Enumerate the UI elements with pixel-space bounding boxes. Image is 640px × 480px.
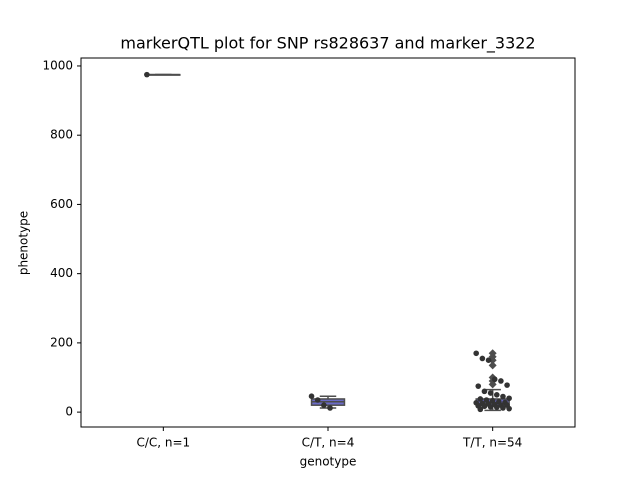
x-axis-label: genotype bbox=[300, 455, 357, 469]
point bbox=[493, 392, 500, 398]
point bbox=[498, 378, 504, 384]
plot-frame bbox=[80, 57, 576, 428]
point bbox=[477, 396, 484, 402]
y-tick-label: 600 bbox=[50, 197, 73, 211]
point bbox=[500, 393, 506, 400]
y-tick-label: 200 bbox=[50, 335, 73, 349]
point bbox=[506, 405, 512, 412]
point bbox=[487, 404, 494, 410]
x-tick-label: T/T, n=54 bbox=[462, 436, 522, 450]
point bbox=[144, 71, 150, 78]
point bbox=[506, 395, 512, 402]
flier bbox=[488, 380, 497, 389]
point bbox=[475, 383, 482, 389]
x-tick-label: C/T, n=4 bbox=[302, 436, 355, 450]
point bbox=[321, 402, 327, 408]
point bbox=[481, 403, 488, 410]
point bbox=[314, 397, 321, 403]
point bbox=[493, 404, 500, 411]
flier bbox=[488, 356, 497, 365]
x-tick-label: C/C, n=1 bbox=[136, 436, 190, 450]
point bbox=[479, 355, 486, 362]
flier bbox=[488, 361, 497, 370]
y-tick-label: 400 bbox=[50, 266, 73, 280]
point bbox=[504, 382, 510, 388]
point bbox=[481, 388, 488, 395]
point bbox=[500, 405, 506, 411]
point bbox=[473, 350, 480, 357]
point bbox=[485, 357, 492, 363]
y-tick-label: 1000 bbox=[42, 58, 73, 72]
y-tick-label: 0 bbox=[65, 405, 73, 419]
y-tick-label: 800 bbox=[50, 128, 73, 142]
point bbox=[477, 406, 484, 413]
point bbox=[491, 376, 498, 383]
point bbox=[308, 393, 315, 399]
point bbox=[487, 390, 494, 396]
chart-title: markerQTL plot for SNP rs828637 and mark… bbox=[120, 34, 535, 54]
y-axis-label: phenotype bbox=[17, 211, 31, 275]
point bbox=[327, 405, 333, 411]
